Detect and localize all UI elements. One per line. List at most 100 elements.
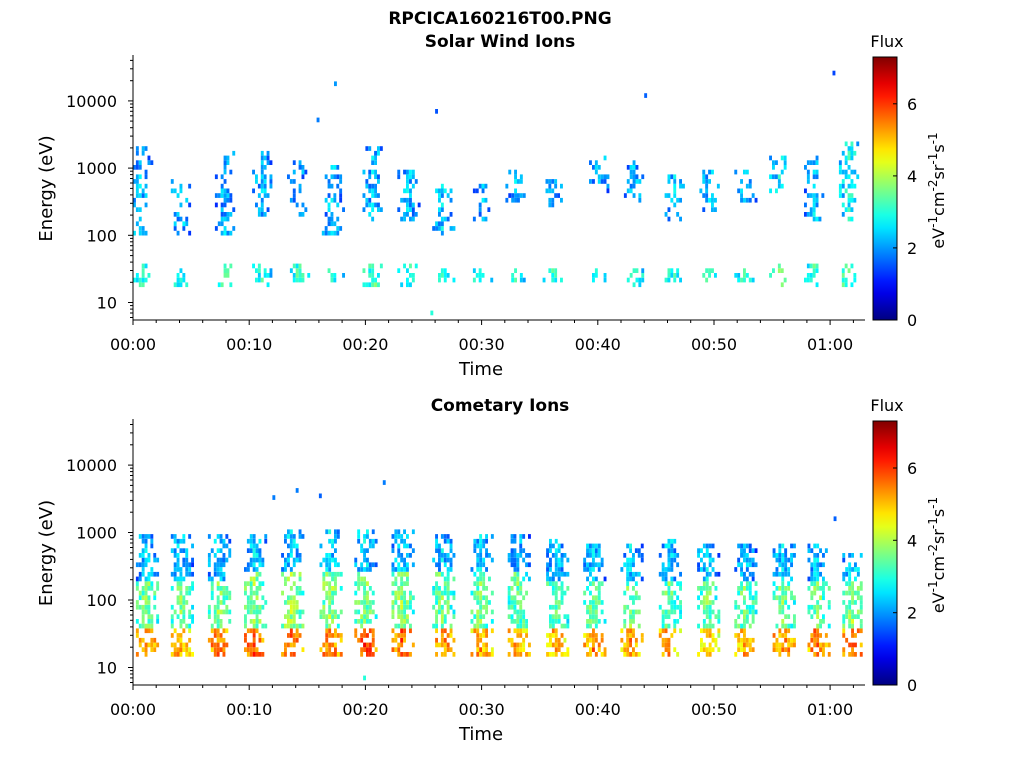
data-cell <box>394 590 398 596</box>
data-cell <box>188 652 192 657</box>
data-cell <box>222 600 226 605</box>
data-cell <box>170 619 174 624</box>
data-cell <box>374 647 378 652</box>
data-cell <box>266 273 270 278</box>
data-cell <box>179 609 183 615</box>
data-cell <box>440 595 444 601</box>
data-cell <box>676 581 680 586</box>
data-cell <box>371 277 375 283</box>
data-cell <box>641 174 645 180</box>
data-cell <box>371 169 375 175</box>
data-cell <box>409 604 412 610</box>
data-cell <box>661 637 665 643</box>
data-cell <box>220 221 224 227</box>
data-cell <box>331 576 334 582</box>
y-tick-label: 100 <box>86 591 117 610</box>
data-cell <box>440 604 444 610</box>
data-cell <box>228 619 232 624</box>
data-cell <box>847 174 851 180</box>
data-cell <box>182 548 186 553</box>
data-cell <box>185 562 189 568</box>
x-tick-label: 00:50 <box>691 335 737 354</box>
data-cell <box>138 277 142 283</box>
data-cell <box>845 614 849 619</box>
data-cell <box>228 590 232 596</box>
data-cell <box>325 557 329 563</box>
data-cell <box>479 538 483 544</box>
data-cell <box>147 619 151 624</box>
data-cell <box>734 604 738 610</box>
data-cell <box>331 543 334 549</box>
data-cell <box>438 221 441 227</box>
data-cell <box>400 628 404 634</box>
data-cell <box>246 567 250 572</box>
data-cell <box>737 188 741 194</box>
data-cell <box>371 268 375 273</box>
data-cell <box>743 576 746 582</box>
data-cell <box>153 604 157 610</box>
data-cell <box>748 548 752 553</box>
data-cell <box>409 553 412 558</box>
data-cell <box>479 567 483 572</box>
data-cell <box>838 165 842 170</box>
data-cell <box>822 576 825 582</box>
data-cell <box>478 268 482 273</box>
data-cell <box>516 614 520 619</box>
data-cell <box>328 614 332 619</box>
data-cell <box>179 183 183 189</box>
data-cell <box>257 207 261 212</box>
data-cell <box>702 207 706 212</box>
data-cell <box>443 277 447 283</box>
data-cell <box>452 590 456 596</box>
data-cell <box>592 614 595 619</box>
data-cell <box>334 642 337 648</box>
data-cell <box>809 207 813 212</box>
data-cell <box>470 628 474 634</box>
data-cell <box>258 609 262 615</box>
data-cell <box>549 576 552 582</box>
data-cell <box>255 202 258 208</box>
data-cell <box>144 193 148 198</box>
data-cell <box>216 628 220 634</box>
data-cell <box>734 633 738 638</box>
data-cell <box>225 628 229 634</box>
data-cell <box>435 562 438 568</box>
data-cell <box>435 221 438 227</box>
data-cell <box>679 581 682 586</box>
data-cell <box>772 174 775 180</box>
data-cell <box>557 562 561 568</box>
data-cell <box>545 179 549 184</box>
data-cell <box>778 604 782 610</box>
data-cell <box>812 174 816 180</box>
data-cell <box>472 268 476 273</box>
data-cell <box>249 586 253 591</box>
data-cell <box>781 567 785 572</box>
data-cell <box>853 150 857 156</box>
y-tick-label: 1000 <box>76 159 117 178</box>
data-cell <box>807 543 811 549</box>
data-cell <box>295 273 299 278</box>
data-cell <box>438 277 441 283</box>
data-cell <box>440 230 444 236</box>
data-cell <box>252 557 256 563</box>
data-cell <box>357 586 361 591</box>
data-cell <box>135 628 139 634</box>
data-cell <box>173 553 177 558</box>
data-cell <box>363 548 366 553</box>
plot-area <box>133 57 865 320</box>
data-cell <box>635 179 639 184</box>
data-cell <box>362 282 366 288</box>
data-cell <box>519 642 523 648</box>
data-cell <box>406 212 409 217</box>
data-cell <box>188 562 192 568</box>
data-cell <box>365 282 369 288</box>
data-cell <box>141 282 145 288</box>
data-cell <box>438 609 441 615</box>
data-cell <box>225 590 229 596</box>
data-cell <box>711 609 715 615</box>
data-cell <box>482 538 486 544</box>
data-cell <box>670 604 674 610</box>
data-cell <box>258 633 262 638</box>
data-cell <box>176 538 180 544</box>
data-cell <box>327 207 331 212</box>
